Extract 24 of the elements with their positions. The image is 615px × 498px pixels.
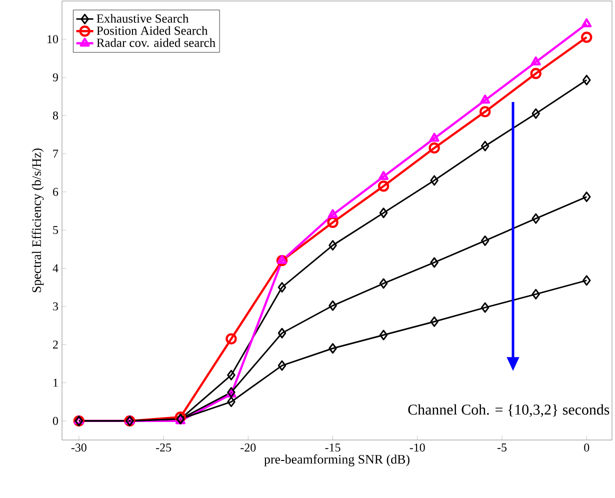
legend-label: Radar cov. aided search	[96, 38, 216, 48]
y-tick-label: 1	[54, 378, 58, 387]
y-tick-label: 0	[52, 416, 58, 425]
y-tick-label: 8	[52, 111, 58, 120]
y-tick-label: 2	[53, 340, 58, 349]
y-tick-label: 9	[52, 73, 58, 82]
x-tick-label: -30	[71, 444, 86, 452]
x-tick-label: -5	[497, 444, 507, 452]
x-axis-title: pre-beamforming SNR (dB)	[264, 454, 410, 466]
legend-label: Exhaustive Search	[96, 14, 189, 23]
y-tick-label: 6	[53, 188, 58, 196]
y-tick-label: 7	[53, 150, 58, 158]
y-tick-label: 4	[52, 264, 58, 272]
y-tick-label: 5	[53, 226, 58, 234]
y-tick-label: 10	[48, 35, 58, 44]
x-tick-label: -15	[325, 444, 340, 452]
y-tick-label: 3	[53, 302, 58, 310]
x-tick-label: -10	[410, 444, 425, 452]
annotation: Channel Coh. = {10,3,2} seconds	[408, 404, 610, 417]
x-tick-label: -20	[240, 444, 256, 452]
y-axis-title: Spectral Efficiency (b/s/Hz)	[32, 148, 44, 292]
x-tick-label: 0	[584, 444, 590, 452]
legend-label: Position Aided Search	[96, 26, 208, 35]
x-tick-label: -25	[156, 444, 172, 452]
